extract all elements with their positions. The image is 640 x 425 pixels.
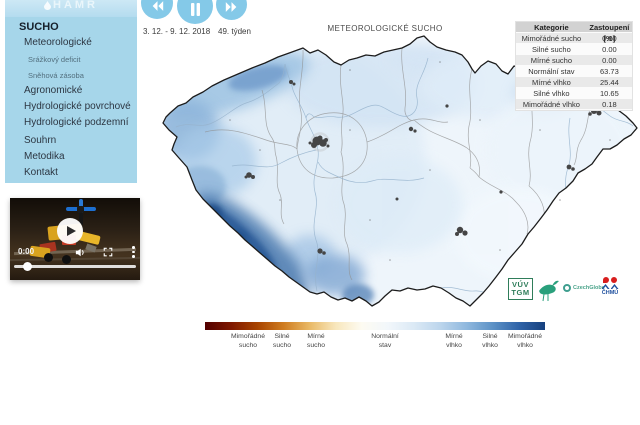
- app-logo[interactable]: HAMR: [44, 0, 98, 11]
- row-category: Mírné vlhko: [532, 78, 571, 87]
- row-value: 0.00: [602, 45, 617, 54]
- legend-label: Silné vlhko: [482, 333, 498, 349]
- sidebar: SUCHO Meteorologické Srážkový deficit Sn…: [5, 17, 137, 183]
- map-title: METEOROLOGICKÉ SUCHO: [327, 24, 443, 33]
- row-value: 0.00: [602, 56, 617, 65]
- vuv-logo-line2: TGM: [511, 288, 530, 297]
- map-region-borders: [204, 47, 597, 281]
- row-value: 10.65: [600, 89, 619, 98]
- stats-table: Kategorie Zastoupení [%] Mimořádné sucho…: [515, 21, 633, 111]
- table-row: Mírné vlhko 25.44: [516, 77, 632, 88]
- table-row: Normální stav 63.73: [516, 66, 632, 77]
- sidebar-item-srazkovy-deficit[interactable]: Srážkový deficit: [28, 55, 81, 64]
- table-row: Silné sucho 0.00: [516, 44, 632, 55]
- video-time: 0:00: [18, 247, 35, 256]
- date-range: 3. 12. - 9. 12. 2018: [143, 27, 211, 36]
- legend: Mimořádné sucho Silné sucho Mírné sucho Nor…: [205, 322, 545, 354]
- sidebar-item-meteorologicke[interactable]: Meteorologické: [24, 37, 92, 48]
- row-category: Mimořádné sucho: [521, 34, 582, 43]
- czechglobe-globe-icon: [563, 284, 571, 292]
- column-kategorie: Kategorie: [534, 23, 569, 32]
- volume-icon[interactable]: [74, 247, 86, 258]
- video-progress-knob[interactable]: [23, 261, 32, 271]
- play-icon: [66, 226, 76, 236]
- legend-label: Mírné vlhko: [445, 333, 463, 349]
- row-value: 0.18: [602, 100, 617, 109]
- czechglobe-logo: CzechGlobe: [563, 284, 605, 292]
- row-category: Normální stav: [528, 67, 575, 76]
- table-row: Mírné sucho 0.00: [516, 55, 632, 66]
- legend-label: Silné sucho: [272, 333, 292, 349]
- forward-button[interactable]: [215, 0, 247, 20]
- row-category: Silné vlhko: [533, 89, 570, 98]
- rewind-button[interactable]: [141, 0, 173, 19]
- pause-icon: [190, 2, 200, 16]
- chmu-red-icon: [598, 277, 622, 283]
- row-value: 63.73: [600, 67, 619, 76]
- double-chevron-right-icon: [225, 2, 236, 12]
- legend-label: Mimořádné sucho: [231, 333, 265, 349]
- double-chevron-left-icon: [152, 1, 163, 11]
- chmu-logo-text: ČHMÚ: [601, 290, 619, 296]
- table-row: Silné vlhko 10.65: [516, 88, 632, 99]
- fullscreen-icon[interactable]: [103, 247, 113, 257]
- sidebar-item-souhrn[interactable]: Souhrn: [24, 135, 57, 146]
- column-zastoupeni: Zastoupení [%]: [589, 23, 630, 43]
- sidebar-item-metodika[interactable]: Metodika: [24, 151, 65, 162]
- vuv-logo-line1: VÚV: [512, 280, 529, 289]
- row-category: Silné sucho: [532, 45, 571, 54]
- legend-label: Mírné sucho: [306, 333, 326, 349]
- legend-label: Mimořádné vlhko: [508, 333, 542, 349]
- stats-table-header: Kategorie Zastoupení [%]: [516, 22, 632, 43]
- legend-label: Normální stav: [371, 333, 399, 349]
- heron-bird-icon: [539, 280, 559, 302]
- table-row: Mimořádné vlhko 0.18: [516, 99, 632, 110]
- sidebar-item-sucho[interactable]: SUCHO: [19, 21, 59, 33]
- row-category: Mírné sucho: [530, 56, 573, 65]
- pause-button[interactable]: [177, 0, 213, 24]
- play-button[interactable]: [57, 218, 83, 244]
- chmu-logo: ČHMÚ: [598, 277, 622, 296]
- video-player[interactable]: 0:00: [10, 198, 140, 280]
- row-value: 0.00: [602, 34, 617, 43]
- brand-header: HAMR: [5, 0, 137, 17]
- table-row: Mimořádné sucho 0.00: [516, 33, 632, 44]
- sidebar-item-hydrologicke-podzemni[interactable]: Hydrologické podzemní: [24, 117, 129, 128]
- row-value: 25.44: [600, 78, 619, 87]
- overflow-menu-icon[interactable]: [132, 246, 135, 258]
- app-logo-text: HAMR: [53, 0, 98, 11]
- drought-map: [162, 35, 638, 307]
- video-progress-bar[interactable]: [14, 265, 136, 268]
- sidebar-item-agronomicke[interactable]: Agronomické: [24, 85, 83, 96]
- vuv-tgm-logo: VÚV TGM: [508, 278, 533, 300]
- sidebar-item-hydrologicke-povrchove[interactable]: Hydrologické povrchové: [24, 101, 131, 112]
- water-drop-icon: [44, 0, 51, 10]
- week-label: 49. týden: [218, 27, 251, 36]
- row-category: Mimořádné vlhko: [522, 100, 580, 109]
- sidebar-item-kontakt[interactable]: Kontakt: [24, 167, 58, 178]
- sidebar-item-snehova-zasoba[interactable]: Sněhová zásoba: [28, 71, 84, 80]
- legend-gradient-bar: [205, 322, 545, 330]
- chmu-waves-icon: [598, 284, 622, 289]
- czechglobe-logo-text: CzechGlobe: [573, 285, 605, 291]
